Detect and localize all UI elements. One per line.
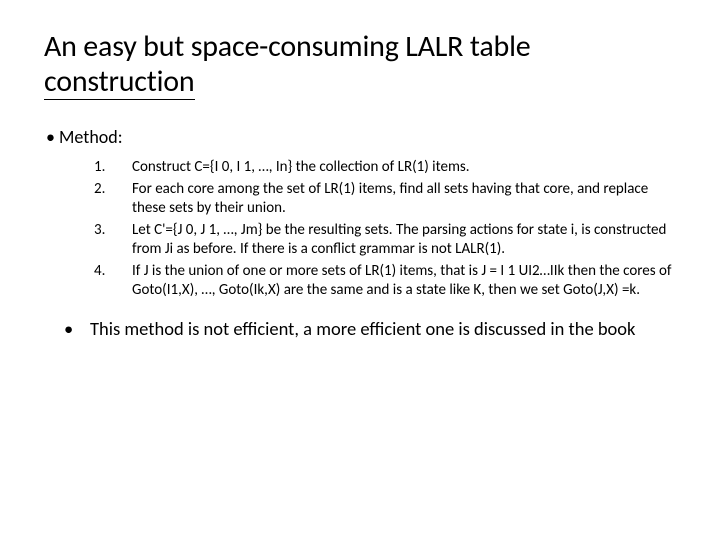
list-item: 2. For each core among the set of LR(1) …	[94, 180, 676, 219]
list-item: 4. If J is the union of one or more sets…	[94, 262, 676, 301]
slide-title: An easy but space-consuming LALR table c…	[44, 30, 676, 100]
method-steps: 1. Construct C={I 0, I 1, …, In} the col…	[94, 158, 676, 301]
method-heading: Method:	[46, 126, 676, 148]
method-label: Method:	[59, 126, 123, 148]
closing-bullet: •	[46, 317, 90, 340]
closing-note: • This method is not efficient, a more e…	[46, 317, 676, 340]
step-text: Let C'={J 0, J 1, …, Jm} be the resultin…	[132, 221, 676, 260]
slide: An easy but space-consuming LALR table c…	[0, 0, 720, 540]
title-line-2: construction	[44, 65, 195, 101]
title-line-1: An easy but space-consuming LALR table	[44, 28, 530, 65]
step-number: 1.	[94, 158, 132, 178]
list-item: 1. Construct C={I 0, I 1, …, In} the col…	[94, 158, 676, 178]
closing-text: This method is not efficient, a more eff…	[90, 317, 676, 340]
step-number: 2.	[94, 180, 132, 219]
step-number: 4.	[94, 262, 132, 301]
step-number: 3.	[94, 221, 132, 260]
step-text: For each core among the set of LR(1) ite…	[132, 180, 676, 219]
step-text: If J is the union of one or more sets of…	[132, 262, 676, 301]
step-text: Construct C={I 0, I 1, …, In} the collec…	[132, 158, 676, 178]
list-item: 3. Let C'={J 0, J 1, …, Jm} be the resul…	[94, 221, 676, 260]
